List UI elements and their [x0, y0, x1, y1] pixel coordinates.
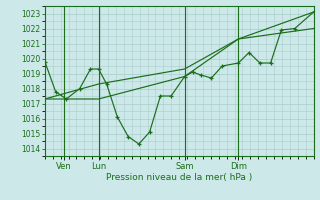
X-axis label: Pression niveau de la mer( hPa ): Pression niveau de la mer( hPa ): [106, 173, 252, 182]
